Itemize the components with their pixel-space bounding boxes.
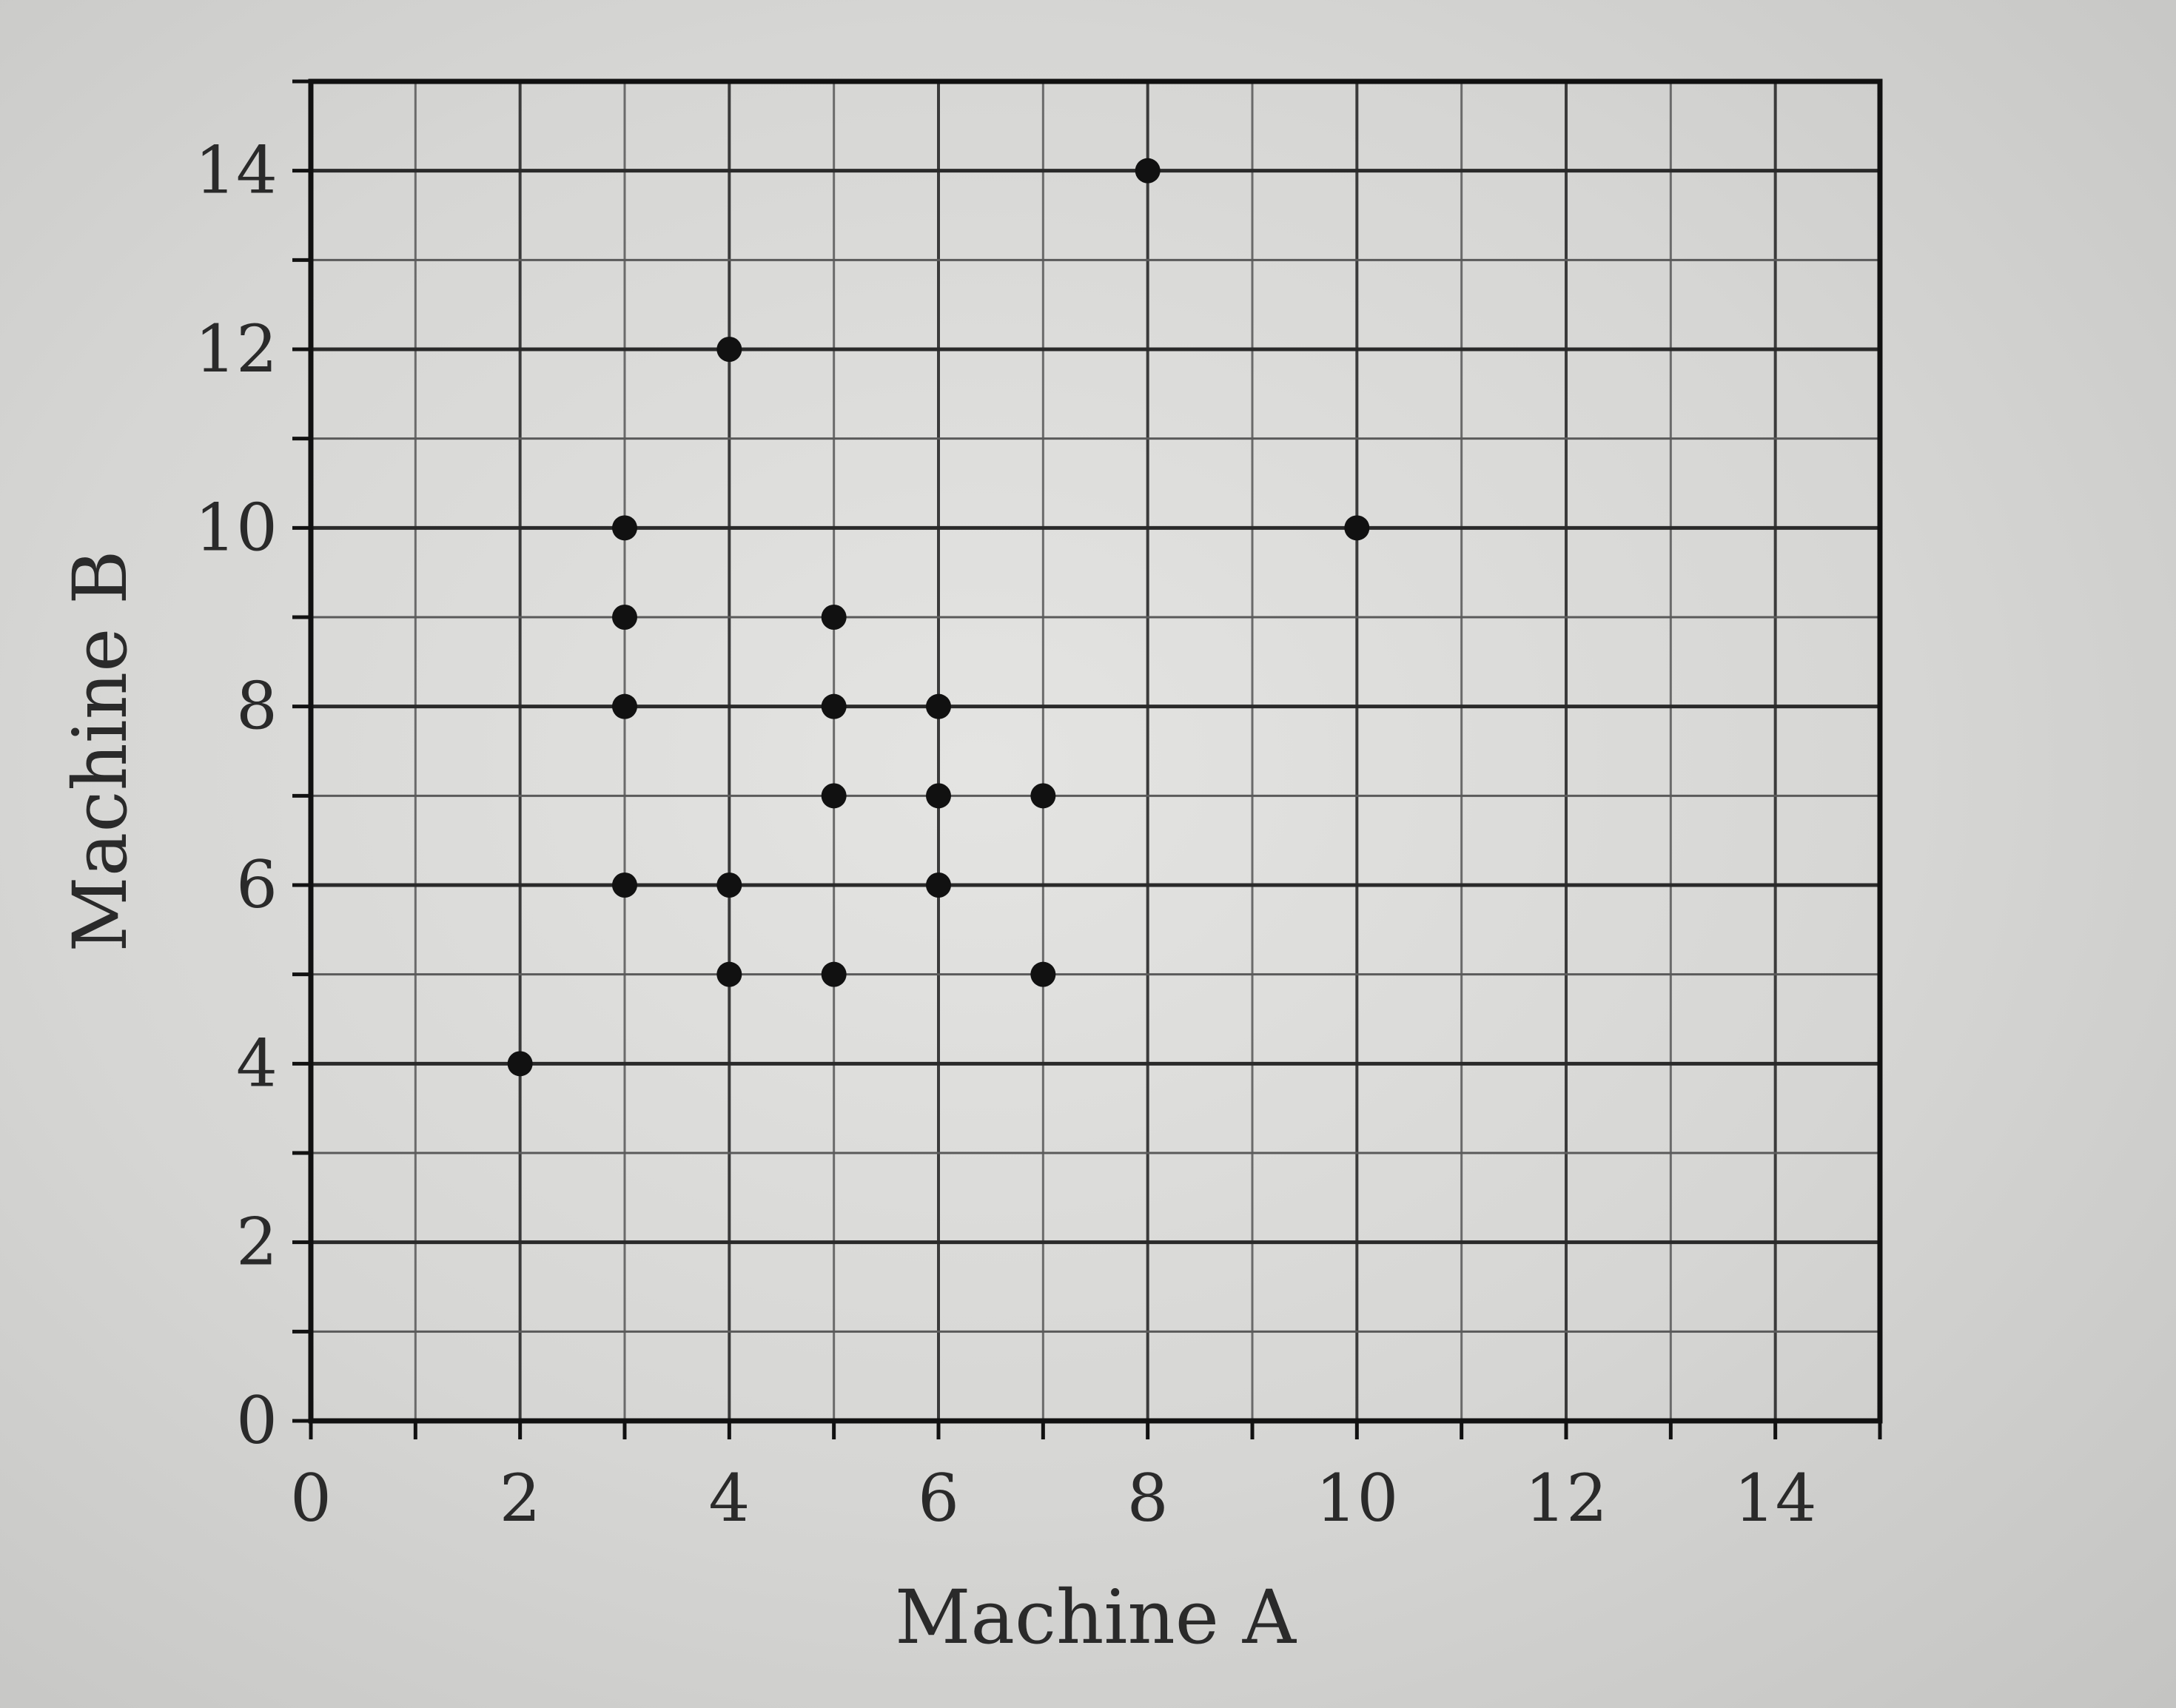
y-tick-label: 10 bbox=[195, 489, 278, 565]
data-point bbox=[612, 515, 637, 541]
y-axis-label: Machine B bbox=[57, 550, 144, 952]
data-point bbox=[1030, 783, 1056, 809]
y-tick-label: 6 bbox=[236, 847, 278, 923]
data-point bbox=[821, 783, 847, 809]
data-point bbox=[612, 873, 637, 898]
x-tick-label: 12 bbox=[1525, 1460, 1608, 1536]
y-tick-label: 8 bbox=[236, 668, 278, 744]
x-tick-label: 2 bbox=[500, 1460, 541, 1536]
y-tick-label: 4 bbox=[236, 1025, 278, 1101]
grid bbox=[311, 81, 1880, 1421]
data-point bbox=[821, 693, 847, 719]
data-point bbox=[716, 337, 742, 362]
data-points bbox=[507, 158, 1370, 1077]
data-point bbox=[926, 783, 951, 809]
x-tick-label: 14 bbox=[1734, 1460, 1817, 1536]
x-tick-label: 8 bbox=[1127, 1460, 1169, 1536]
x-axis-label: Machine A bbox=[895, 1574, 1297, 1661]
y-tick-label: 2 bbox=[236, 1204, 278, 1280]
data-point bbox=[821, 961, 847, 987]
y-tick-label: 0 bbox=[236, 1382, 278, 1459]
y-tick-labels: 0 2 4 6 8 10 12 14 bbox=[195, 132, 278, 1459]
x-tick-label: 6 bbox=[918, 1460, 959, 1536]
data-point bbox=[612, 693, 637, 719]
data-point bbox=[1135, 158, 1161, 184]
y-tick-label: 12 bbox=[195, 311, 278, 387]
y-tick-label: 14 bbox=[195, 132, 278, 209]
x-tick-label: 4 bbox=[708, 1460, 750, 1536]
x-tick-label: 0 bbox=[290, 1460, 332, 1536]
plot-frame bbox=[308, 78, 1883, 1424]
data-point bbox=[1030, 961, 1056, 987]
data-point bbox=[612, 605, 637, 630]
data-point bbox=[926, 693, 951, 719]
data-point bbox=[1344, 515, 1370, 541]
data-point bbox=[716, 873, 742, 898]
x-tick-labels: 0 2 4 6 8 10 12 14 bbox=[290, 1460, 1817, 1536]
data-point bbox=[821, 605, 847, 630]
data-point bbox=[716, 961, 742, 987]
data-point bbox=[926, 873, 951, 898]
data-point bbox=[507, 1051, 533, 1077]
tick-marks bbox=[292, 79, 1882, 1439]
x-tick-label: 10 bbox=[1315, 1460, 1398, 1536]
